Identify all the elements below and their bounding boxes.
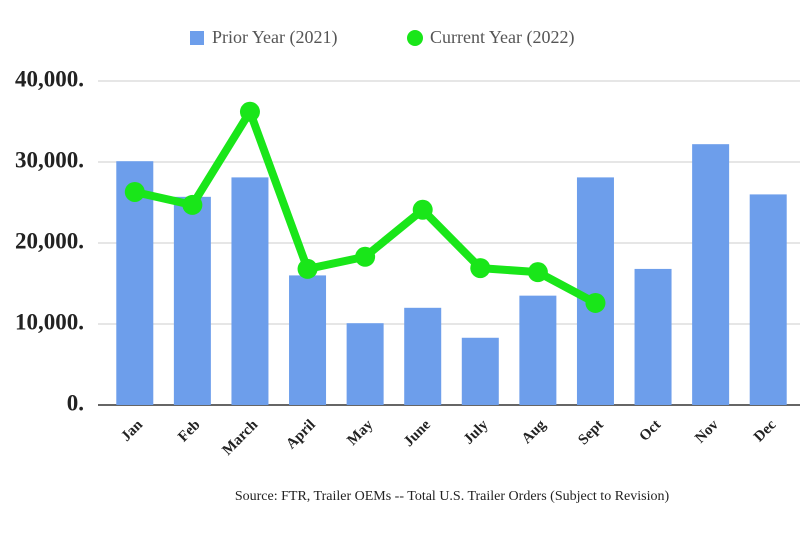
x-tick-label: Jan [118,416,146,444]
x-tick-label: Sept [575,417,606,448]
x-tick-label: April [283,417,318,452]
x-tick-label: Oct [636,417,664,445]
x-tick-label: March [219,416,261,458]
line-marker [239,101,260,122]
bar [576,177,614,405]
bar [173,196,211,405]
y-tick-label: 20,000. [15,228,84,253]
line-marker [124,181,145,202]
x-tick-label: Feb [175,417,203,445]
x-tick-label: May [344,417,376,449]
line-marker [297,258,318,279]
source-note: Source: FTR, Trailer OEMs -- Total U.S. … [235,489,670,504]
legend-label: Current Year (2022) [430,27,574,48]
line-marker [355,246,376,267]
bar [289,275,327,405]
bar [404,307,442,405]
bar [461,337,499,405]
line-marker [585,292,606,313]
line-marker [470,258,491,279]
x-tick-label: Dec [751,417,780,446]
bar [346,323,384,405]
y-tick-label: 0. [67,390,84,415]
x-tick-label: July [461,417,492,448]
bar [749,194,787,405]
legend-swatch [190,31,204,45]
x-tick-label: Aug [519,417,550,448]
x-tick-label: June [401,417,434,450]
bar [634,268,672,405]
bar [519,295,557,405]
y-tick-label: 40,000. [15,66,84,91]
bar [692,144,730,405]
x-tick-label: Nov [692,417,722,447]
legend-label: Prior Year (2021) [212,27,338,48]
bar [231,177,269,405]
y-tick-label: 10,000. [15,309,84,334]
line-marker [527,262,548,283]
legend-swatch [407,30,423,46]
line-marker [412,199,433,220]
y-tick-label: 30,000. [15,147,84,172]
line-marker [182,194,203,215]
